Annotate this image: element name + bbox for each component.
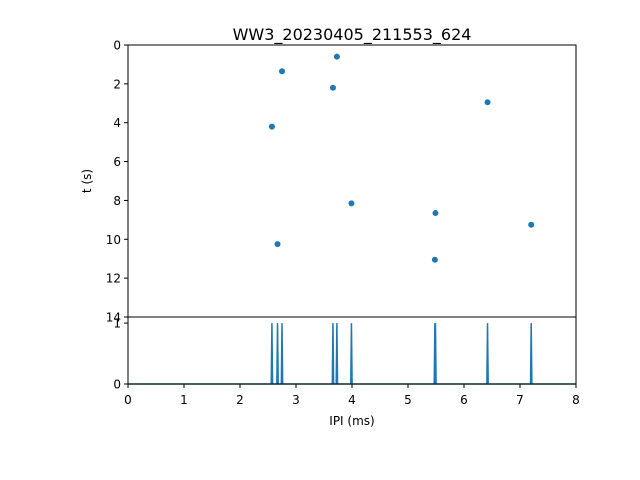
scatter-y-tick-label-5: 10: [106, 233, 121, 247]
ipi-y-tick-label-0: 0: [113, 378, 121, 392]
scatter-point-1: [333, 53, 340, 60]
scatter-point-7: [431, 256, 438, 263]
ipi-x-axis-label: IPI (ms): [329, 414, 374, 428]
scatter-point-4: [348, 200, 355, 207]
scatter-marks: [268, 53, 535, 263]
ipi-x-tick-label-5: 5: [404, 393, 412, 407]
scatter-panel: 0 2 4 6 8 10 12 14 t (s): [80, 39, 577, 325]
ipi-x-tick-label-7: 7: [516, 393, 524, 407]
ipi-x-tick-label-0: 0: [124, 393, 132, 407]
scatter-y-tick-label-3: 6: [113, 155, 121, 169]
scatter-y-tick-label-6: 12: [106, 272, 121, 286]
ipi-y-tick-label-1: 1: [113, 317, 121, 331]
ipi-x-tick-label-1: 1: [180, 393, 188, 407]
chart-title: WW3_20230405_211553_624: [233, 25, 472, 45]
scatter-point-5: [274, 241, 281, 248]
ipi-x-ticks: 0 1 2 3 4 5 6 7 8: [124, 384, 580, 407]
ipi-x-tick-label-2: 2: [236, 393, 244, 407]
scatter-y-tick-label-4: 8: [113, 194, 121, 208]
ipi-x-tick-label-3: 3: [292, 393, 300, 407]
scatter-y-tick-label-0: 0: [113, 39, 121, 53]
scatter-y-tick-label-7: 14: [106, 311, 121, 325]
scatter-y-tick-label-2: 4: [113, 116, 121, 130]
scatter-y-ticks: 0 2 4 6 8 10 12 14: [106, 39, 128, 325]
ipi-x-tick-label-6: 6: [460, 393, 468, 407]
scatter-y-tick-label-1: 2: [113, 77, 121, 91]
scatter-y-axis-label: t (s): [80, 169, 94, 193]
scatter-point-8: [484, 99, 491, 106]
scatter-point-6: [432, 210, 439, 217]
scatter-point-9: [528, 221, 535, 228]
ipi-x-tick-label-8: 8: [572, 393, 580, 407]
ipi-x-tick-label-4: 4: [348, 393, 356, 407]
scatter-point-2: [329, 84, 336, 91]
scatter-point-3: [268, 123, 275, 130]
ipi-y-ticks: 01: [113, 317, 128, 392]
scatter-point-0: [279, 68, 285, 75]
